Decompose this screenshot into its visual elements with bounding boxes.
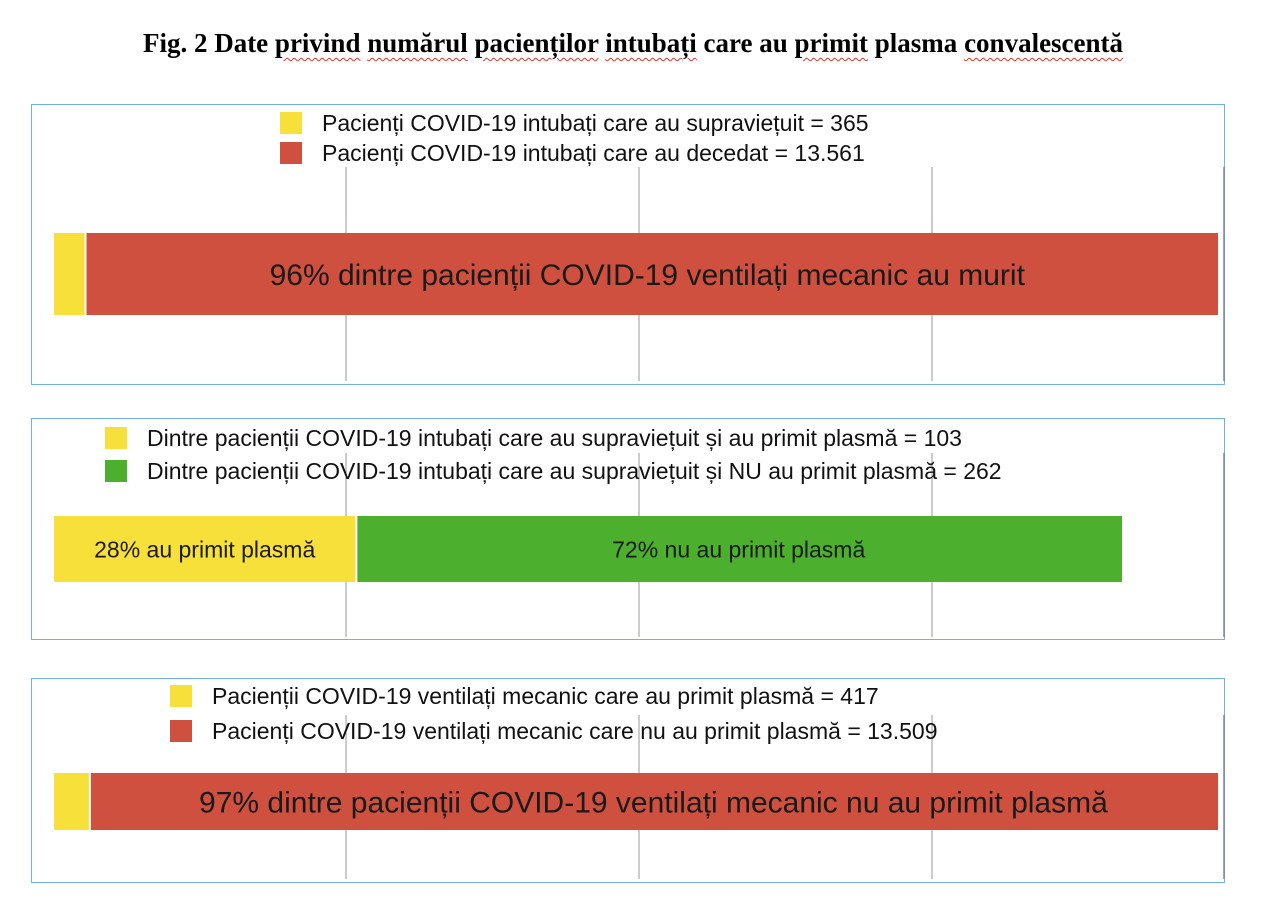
chart-2: Dintre pacienții COVID-19 intubați care … bbox=[54, 425, 1225, 637]
title-part: care au bbox=[696, 28, 795, 58]
legend-label: Dintre pacienții COVID-19 intubați care … bbox=[147, 425, 962, 451]
legend-swatch-yellow bbox=[170, 685, 192, 707]
bar-segment-yellow bbox=[54, 773, 89, 830]
title-part: primit bbox=[794, 28, 869, 58]
title-part: intubați bbox=[605, 28, 697, 58]
legend-swatch-yellow bbox=[105, 427, 127, 449]
chart-panel-3: Pacienții COVID-19 ventilați mecanic car… bbox=[31, 678, 1225, 883]
bar-label: 96% dintre pacienții COVID-19 ventilați … bbox=[270, 259, 1026, 292]
title-part: pacienților bbox=[474, 28, 599, 58]
title-part: Fig. 2 Date bbox=[142, 28, 275, 58]
figure-title: Fig. 2 Date privind numărul pacienților … bbox=[0, 28, 1266, 59]
title-part bbox=[468, 28, 475, 58]
legend-label: Pacienții COVID-19 ventilați mecanic car… bbox=[212, 683, 879, 709]
bar-segment-yellow bbox=[54, 233, 85, 315]
title-part: convalescentă bbox=[964, 28, 1124, 58]
bar-label: 97% dintre pacienții COVID-19 ventilați … bbox=[199, 786, 1108, 819]
legend-label: Pacienți COVID-19 intubați care au deced… bbox=[322, 140, 865, 166]
title-part: plasma bbox=[868, 28, 965, 58]
legend-swatch-red bbox=[170, 720, 192, 742]
chart-1: Pacienți COVID-19 intubați care au supra… bbox=[54, 110, 1225, 381]
title-part: numărul bbox=[367, 28, 468, 58]
legend-label: Dintre pacienții COVID-19 intubați care … bbox=[147, 458, 1002, 484]
legend-label: Pacienți COVID-19 ventilați mecanic care… bbox=[212, 718, 938, 744]
legend-swatch-yellow bbox=[280, 112, 302, 134]
legend-swatch-red bbox=[280, 142, 302, 164]
chart-3: Pacienții COVID-19 ventilați mecanic car… bbox=[54, 683, 1225, 879]
bar-segment-red bbox=[90, 773, 1218, 830]
legend-label: Pacienți COVID-19 intubați care au supra… bbox=[322, 110, 869, 136]
chart-panel-1: Pacienți COVID-19 intubați care au supra… bbox=[31, 104, 1225, 385]
bar-label: 72% nu au primit plasmă bbox=[612, 536, 865, 562]
legend-swatch-green bbox=[105, 460, 127, 482]
bar-label: 28% au primit plasmă bbox=[94, 536, 315, 562]
title-part: privind bbox=[274, 28, 361, 58]
chart-panel-2: Dintre pacienții COVID-19 intubați care … bbox=[31, 418, 1225, 640]
bar-segment-yellow bbox=[54, 516, 356, 582]
bar-segment-green bbox=[357, 516, 1122, 582]
bar-segment-red bbox=[86, 233, 1218, 315]
